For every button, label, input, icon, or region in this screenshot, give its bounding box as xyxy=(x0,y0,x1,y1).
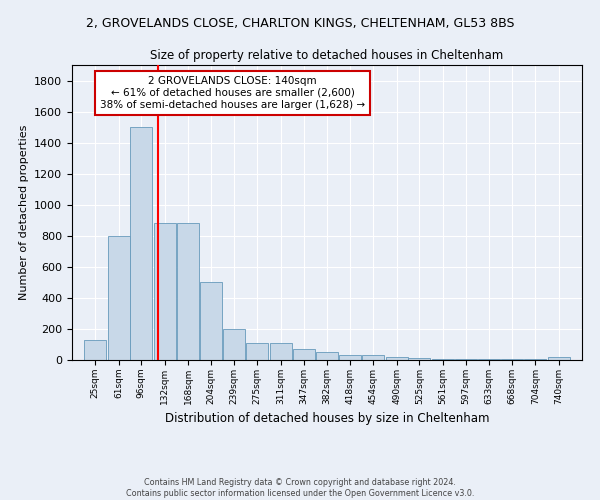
Bar xyxy=(84,340,106,360)
Bar xyxy=(524,359,547,360)
Bar xyxy=(316,352,338,360)
Bar xyxy=(269,343,292,360)
Bar xyxy=(548,357,570,360)
Bar xyxy=(339,354,361,360)
Text: 2, GROVELANDS CLOSE, CHARLTON KINGS, CHELTENHAM, GL53 8BS: 2, GROVELANDS CLOSE, CHARLTON KINGS, CHE… xyxy=(86,18,514,30)
Y-axis label: Number of detached properties: Number of detached properties xyxy=(19,125,29,300)
Bar xyxy=(154,224,176,360)
Bar xyxy=(501,359,523,360)
Bar xyxy=(293,349,315,360)
Bar xyxy=(177,224,199,360)
Text: 2 GROVELANDS CLOSE: 140sqm
← 61% of detached houses are smaller (2,600)
38% of s: 2 GROVELANDS CLOSE: 140sqm ← 61% of deta… xyxy=(100,76,365,110)
Bar xyxy=(223,329,245,360)
Bar xyxy=(130,127,152,360)
Bar xyxy=(200,282,223,360)
Title: Size of property relative to detached houses in Cheltenham: Size of property relative to detached ho… xyxy=(151,50,503,62)
Bar xyxy=(386,357,408,360)
Bar xyxy=(431,359,454,360)
Bar xyxy=(107,236,130,360)
Bar xyxy=(408,358,430,360)
Bar xyxy=(362,356,385,360)
Text: Contains HM Land Registry data © Crown copyright and database right 2024.
Contai: Contains HM Land Registry data © Crown c… xyxy=(126,478,474,498)
X-axis label: Distribution of detached houses by size in Cheltenham: Distribution of detached houses by size … xyxy=(165,412,489,426)
Bar xyxy=(478,359,500,360)
Bar xyxy=(455,359,477,360)
Bar xyxy=(246,343,268,360)
